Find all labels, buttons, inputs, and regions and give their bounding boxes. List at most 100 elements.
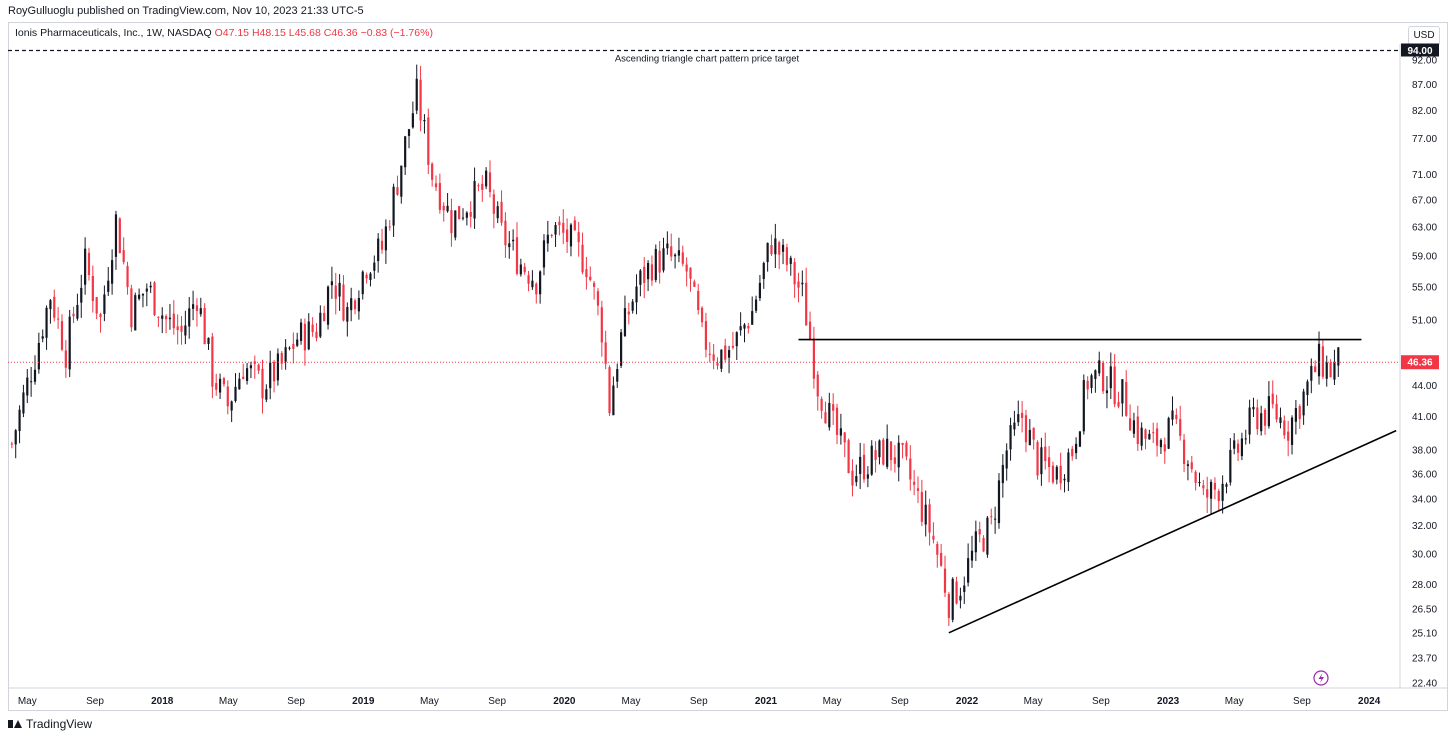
- candle-body: [1117, 401, 1120, 407]
- candle-body: [454, 210, 457, 238]
- candle-body: [577, 232, 580, 243]
- candle-body: [1163, 444, 1166, 452]
- candle-body: [485, 170, 488, 187]
- candle-body: [245, 368, 249, 381]
- candle-body: [469, 212, 472, 217]
- candle-body: [712, 354, 715, 361]
- price-tick-label: 67.00: [1412, 195, 1437, 206]
- price-tick-label: 26.50: [1412, 604, 1437, 615]
- alert-icon[interactable]: [1313, 670, 1329, 686]
- candle-body: [446, 205, 449, 212]
- candle-body: [882, 439, 885, 465]
- candle-body: [546, 234, 549, 244]
- candle-body: [666, 243, 669, 249]
- candle-body: [1171, 410, 1174, 420]
- price-tick-label: 92.00: [1412, 55, 1437, 66]
- candle-body: [288, 347, 291, 349]
- candle-body: [1206, 489, 1209, 498]
- candle-body: [878, 440, 881, 458]
- candle-body: [1063, 478, 1066, 481]
- candle-body: [1136, 416, 1139, 444]
- candle-body: [18, 409, 21, 432]
- candle-body: [766, 242, 769, 263]
- candle-body: [673, 254, 677, 257]
- candle-body: [627, 311, 630, 315]
- candle-body: [334, 285, 337, 299]
- candle-body: [68, 316, 71, 370]
- candle-body: [751, 311, 754, 325]
- candle-body: [1287, 431, 1290, 441]
- candle-body: [1090, 375, 1093, 388]
- candle-body: [936, 544, 939, 555]
- candle-body: [184, 325, 187, 336]
- candle-body: [477, 185, 480, 187]
- candle-body: [107, 280, 110, 292]
- candle-body: [990, 516, 993, 518]
- candle-body: [535, 283, 538, 295]
- price-tick-label: 34.00: [1412, 494, 1437, 505]
- price-tick-label: 28.00: [1412, 580, 1437, 591]
- candle-body: [700, 307, 704, 323]
- candle-body: [1109, 366, 1112, 389]
- candle-body: [299, 322, 303, 341]
- candle-body: [1337, 347, 1340, 366]
- candle-body: [388, 226, 391, 228]
- candle-body: [319, 312, 322, 337]
- candle-body: [261, 368, 264, 399]
- candle-body: [164, 316, 168, 320]
- candle-body: [30, 381, 33, 383]
- candle-body: [1144, 429, 1147, 439]
- candle-body: [920, 491, 923, 522]
- candle-body: [527, 275, 530, 284]
- time-tick-label: Sep: [1293, 696, 1311, 707]
- candle-body: [72, 313, 75, 317]
- symbol-name[interactable]: Ionis Pharmaceuticals, Inc., 1W, NASDAQ: [15, 27, 212, 39]
- candle-body: [1001, 464, 1004, 484]
- candle-body: [1202, 485, 1205, 489]
- target-price-label: 94.00: [1407, 46, 1432, 57]
- candle-body: [199, 308, 202, 315]
- chart-frame: [8, 22, 1448, 711]
- time-tick-label: Sep: [690, 696, 708, 707]
- candle-body: [1333, 361, 1336, 380]
- candle-body: [870, 445, 873, 475]
- candle-body: [496, 206, 499, 219]
- candle-body: [434, 183, 438, 188]
- candle-body: [1098, 360, 1101, 374]
- candle-body: [828, 402, 831, 428]
- candle-body: [824, 412, 827, 424]
- candle-body: [134, 295, 137, 331]
- time-tick-label: Sep: [1092, 696, 1110, 707]
- axis-layer: 92.00 87.00 82.00 77.00 71.00 67.00 63.00 59.00…: [18, 43, 1439, 707]
- candle-body: [855, 476, 858, 483]
- candle-body: [33, 369, 37, 382]
- candle-body: [188, 308, 191, 327]
- candle-body: [1260, 413, 1263, 432]
- candle-body: [1294, 408, 1297, 422]
- candle-body: [257, 364, 260, 371]
- price-target-label: Ascending triangle chart pattern price t…: [615, 54, 800, 65]
- candle-body: [1310, 365, 1313, 381]
- candle-body: [303, 323, 307, 351]
- candle-body: [392, 186, 395, 226]
- candle-body: [662, 248, 665, 271]
- candle-body: [1179, 419, 1182, 436]
- candle-body: [504, 220, 507, 246]
- candle-body: [14, 430, 17, 445]
- candle-body: [1263, 409, 1267, 426]
- last-price-badge: [1401, 355, 1439, 370]
- symbol-legend[interactable]: Ionis Pharmaceuticals, Inc., 1W, NASDAQ …: [15, 27, 433, 39]
- candle-body: [793, 262, 796, 285]
- price-tick-label: 38.00: [1412, 445, 1437, 456]
- candle-body: [835, 407, 839, 435]
- candle-body: [1152, 432, 1155, 434]
- candle-body: [153, 282, 156, 316]
- candle-body: [22, 392, 25, 414]
- close-value: C46.36: [323, 27, 358, 39]
- candle-body: [1217, 491, 1220, 502]
- candle-body: [1302, 391, 1305, 416]
- candle-body: [623, 308, 627, 336]
- candle-body: [1028, 429, 1031, 446]
- candle-body: [230, 401, 233, 411]
